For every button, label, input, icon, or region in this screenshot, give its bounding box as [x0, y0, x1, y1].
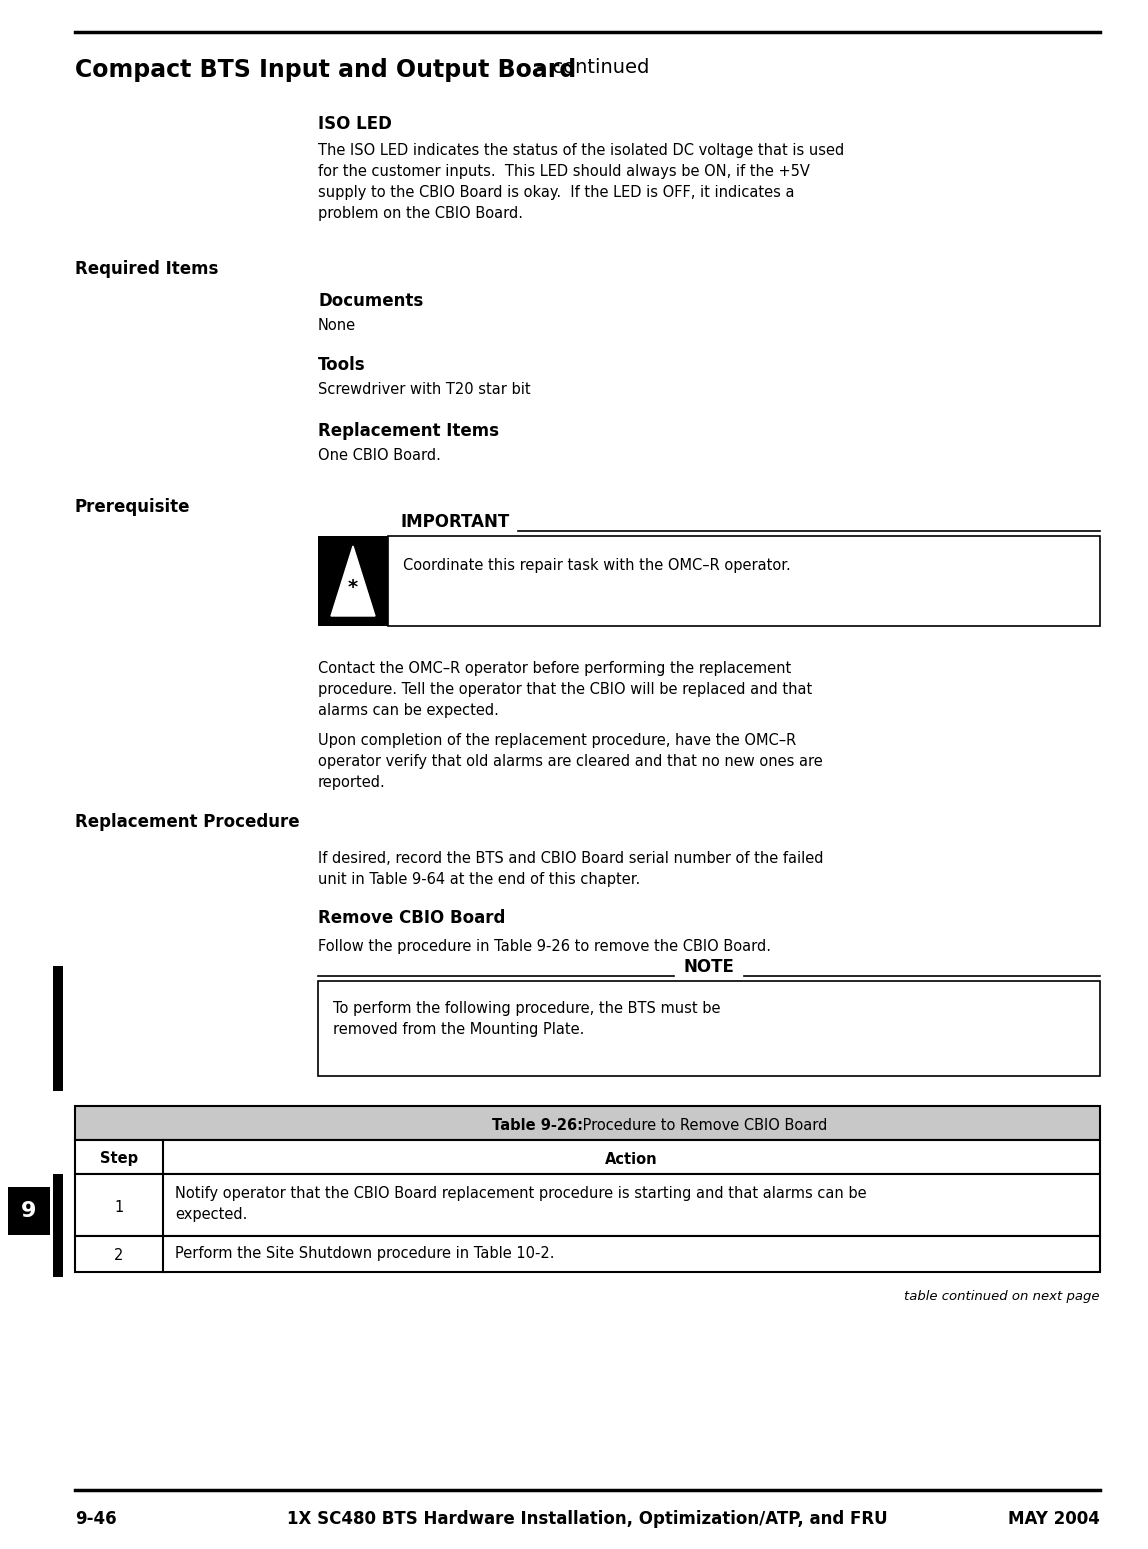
Text: Documents: Documents [318, 293, 424, 310]
Text: ISO LED: ISO LED [318, 115, 391, 133]
Text: Replacement Procedure: Replacement Procedure [75, 813, 300, 830]
Text: table continued on next page: table continued on next page [905, 1290, 1100, 1303]
Text: One CBIO Board.: One CBIO Board. [318, 448, 441, 463]
Text: Remove CBIO Board: Remove CBIO Board [318, 909, 505, 926]
Text: Contact the OMC–R operator before performing the replacement
procedure. Tell the: Contact the OMC–R operator before perfor… [318, 661, 813, 719]
Bar [388, 536, 1100, 626]
Bar [318, 981, 1100, 1077]
Text: Procedure to Remove CBIO Board: Procedure to Remove CBIO Board [577, 1117, 827, 1132]
Text: Step: Step [100, 1151, 138, 1166]
Text: MAY 2004: MAY 2004 [1008, 1510, 1100, 1527]
Polygon shape [331, 545, 375, 617]
Text: Notify operator that the CBIO Board replacement procedure is starting and that a: Notify operator that the CBIO Board repl… [174, 1187, 867, 1222]
Text: If desired, record the BTS and CBIO Board serial number of the failed
unit in Ta: If desired, record the BTS and CBIO Boar… [318, 850, 823, 888]
Text: NOTE: NOTE [683, 957, 735, 976]
Text: *: * [348, 578, 358, 596]
Text: IMPORTANT: IMPORTANT [400, 513, 510, 531]
Text: 9: 9 [22, 1200, 37, 1221]
Text: Required Items: Required Items [75, 260, 218, 277]
Bar [75, 1140, 1100, 1174]
Bar [75, 1106, 1100, 1140]
Text: Table 9-26:: Table 9-26: [492, 1117, 583, 1132]
Text: Tools: Tools [318, 356, 365, 373]
Text: Compact BTS Input and Output Board: Compact BTS Input and Output Board [75, 57, 576, 82]
Text: Action: Action [605, 1151, 658, 1166]
Bar [75, 1174, 1100, 1236]
Text: None: None [318, 318, 356, 333]
Text: Prerequisite: Prerequisite [75, 497, 191, 516]
Text: 9-46: 9-46 [75, 1510, 117, 1527]
Text: Upon completion of the replacement procedure, have the OMC–R
operator verify tha: Upon completion of the replacement proce… [318, 733, 823, 790]
Text: Coordinate this repair task with the OMC–R operator.: Coordinate this repair task with the OMC… [403, 558, 791, 573]
Bar [53, 1174, 63, 1276]
Text: The ISO LED indicates the status of the isolated DC voltage that is used
for the: The ISO LED indicates the status of the … [318, 143, 844, 222]
Text: 2: 2 [115, 1248, 124, 1264]
Text: Screwdriver with T20 star bit: Screwdriver with T20 star bit [318, 383, 530, 397]
Bar [8, 1187, 51, 1235]
Text: 1: 1 [115, 1199, 124, 1214]
Bar [318, 536, 388, 626]
Text: To perform the following procedure, the BTS must be
removed from the Mounting Pl: To perform the following procedure, the … [333, 1001, 721, 1036]
Bar [75, 1236, 1100, 1272]
Text: Replacement Items: Replacement Items [318, 421, 499, 440]
Bar [53, 967, 63, 1090]
Text: Perform the Site Shutdown procedure in Table 10-2.: Perform the Site Shutdown procedure in T… [174, 1245, 554, 1261]
Text: – continued: – continued [530, 57, 650, 77]
Text: 1X SC480 BTS Hardware Installation, Optimization/ATP, and FRU: 1X SC480 BTS Hardware Installation, Opti… [287, 1510, 887, 1527]
Text: Follow the procedure in Table 9-26 to remove the CBIO Board.: Follow the procedure in Table 9-26 to re… [318, 939, 771, 954]
